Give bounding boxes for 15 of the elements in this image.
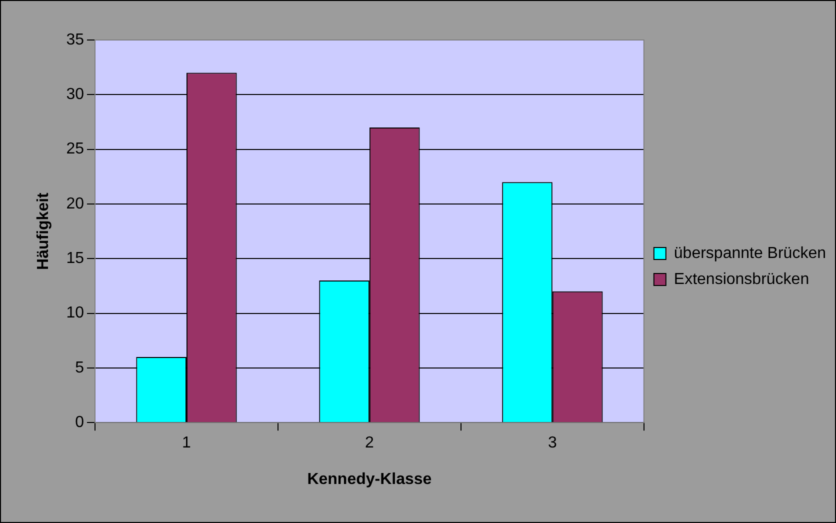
x-axis-title: Kennedy-Klasse — [307, 470, 432, 488]
y-tick-label: 35 — [66, 31, 84, 48]
y-tick-label: 5 — [75, 359, 84, 376]
legend-label: Extensionsbrücken — [674, 270, 810, 288]
y-tick-label: 25 — [66, 140, 84, 158]
x-tick-label: 1 — [182, 434, 192, 452]
y-axis-title: Häufigkeit — [35, 192, 52, 270]
y-tick-label: 20 — [66, 195, 84, 212]
x-tick-label: 2 — [364, 434, 374, 452]
y-tick-label: 15 — [66, 250, 84, 268]
y-tick-label: 0 — [75, 414, 84, 432]
y-tick-label: 30 — [66, 86, 84, 104]
y-tick-label: 10 — [66, 304, 84, 322]
x-tick-label: 3 — [548, 434, 557, 452]
legend-label: überspannte Brücken — [674, 244, 826, 262]
